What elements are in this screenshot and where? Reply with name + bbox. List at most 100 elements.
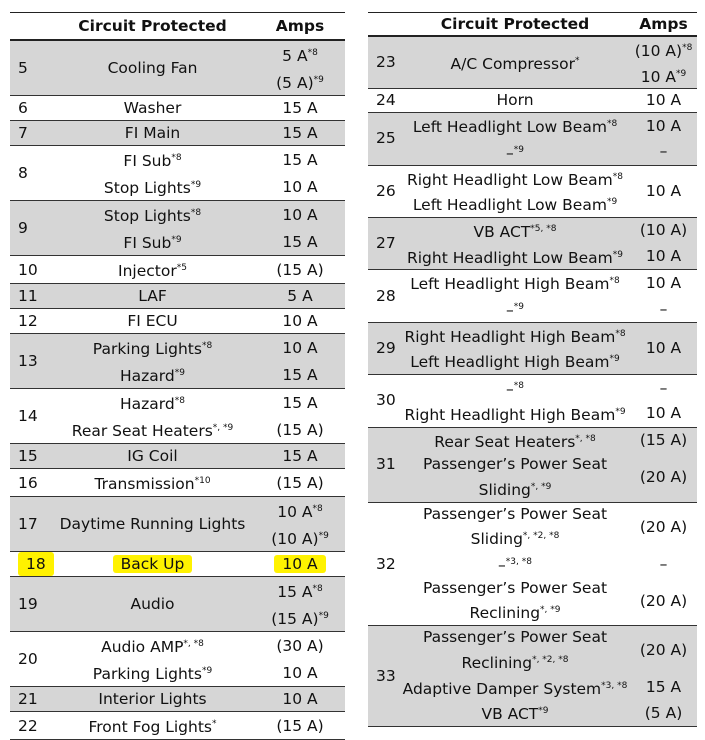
circuit-text: Passenger’s Power Seat — [422, 455, 608, 474]
circuit-cell: –*9 — [400, 296, 630, 322]
items: Right Headlight High Beam*8 Left Headligh… — [400, 323, 697, 374]
circuit-cell: FI Sub*8 — [50, 146, 255, 173]
footnote-ref: *9 — [612, 249, 623, 260]
footnote-ref: *8 — [609, 276, 620, 287]
amps-line: 15 A — [282, 121, 317, 145]
fuse-number-cell: 14 — [10, 389, 50, 443]
fuse-number: 33 — [376, 666, 396, 685]
circuit-item: Passenger’s Power Seat Reclining*, *2, *8… — [400, 626, 697, 674]
circuit-text: Stop Lights — [103, 207, 191, 225]
circuit-line: Passenger’s Power Seat — [423, 577, 607, 600]
items: Left Headlight Low Beam*8 10 A –*9– — [400, 113, 697, 164]
circuit-cell: Left Headlight High Beam*8 — [400, 270, 630, 296]
circuit-line: Parking Lights*8 — [93, 334, 212, 361]
fuse-number: 26 — [376, 181, 396, 200]
fuse-row: 7 FI Main 15 A — [10, 121, 345, 146]
items: Left Headlight High Beam*8 10 A –*9– — [400, 270, 697, 321]
footnote-ref: *9 — [318, 611, 329, 621]
amps-cell: 10 A — [255, 659, 345, 686]
fuse-number: 9 — [18, 219, 28, 237]
circuit-line: Stop Lights*9 — [104, 173, 201, 200]
circuit-item: FI Main 15 A — [50, 121, 345, 145]
footnote-ref: *, *8 — [183, 639, 204, 649]
circuit-item: Transmission*10 (15 A) — [50, 469, 345, 496]
fuse-row: 13 Parking Lights*8 10 A Hazard*9 15 A — [10, 334, 345, 389]
circuit-line: Rear Seat Heaters*, *8 — [434, 428, 596, 454]
circuit-text: FI ECU — [127, 312, 178, 330]
items: Parking Lights*8 10 A Hazard*9 15 A — [50, 334, 345, 388]
items: IG Coil 15 A — [50, 444, 345, 468]
circuit-line: VB ACT*5, *8 — [474, 218, 557, 244]
footnote-ref: *8 — [513, 381, 524, 392]
circuit-cell: Hazard*8 — [50, 389, 255, 416]
circuit-item: VB ACT*9 (5 A) — [400, 700, 697, 726]
circuit-line: Sliding*, *9 — [479, 476, 552, 502]
fuse-number: 22 — [18, 716, 38, 735]
circuit-line: VB ACT*9 — [481, 700, 548, 726]
amps-line: 10 A*9 — [641, 63, 687, 89]
fuse-number: 27 — [376, 234, 396, 253]
items: Injector*5 (15 A) — [50, 256, 345, 283]
circuit-text: – — [506, 301, 514, 320]
circuit-line: Right Headlight Low Beam*9 — [407, 244, 623, 270]
fuse-number-cell: 22 — [10, 712, 50, 739]
footnote-ref: *9 — [174, 368, 185, 378]
fuse-row: 28 Left Headlight High Beam*8 10 A –*9– — [368, 270, 697, 323]
amps-line: (5 A) — [645, 702, 683, 725]
footnote-ref: *9 — [201, 666, 213, 676]
fuse-row: 27 VB ACT*5, *8 (10 A) Right Headlight Low … — [368, 217, 697, 271]
footnote-ref: *9 — [676, 68, 687, 79]
amps-line: 15 A — [282, 391, 317, 415]
header-spacer — [368, 13, 400, 35]
amps-line: 10 A — [646, 337, 681, 360]
amps-line: 15 A — [282, 444, 317, 468]
circuit-cell: Audio — [50, 577, 255, 631]
circuit-line: Passenger’s Power Seat — [423, 626, 607, 649]
amps-line: (20 A) — [640, 590, 687, 613]
header-cell: Circuit Protected — [78, 17, 227, 35]
circuit-text: Back Up — [112, 555, 193, 573]
circuit-line: Passenger’s Power Seat — [423, 503, 607, 526]
circuit-cell: VB ACT*5, *8 — [400, 218, 630, 244]
circuit-cell: –*3, *8 — [400, 551, 630, 577]
circuit-text: Reclining — [461, 653, 533, 672]
circuit-cell: Rear Seat Heaters*, *8 — [400, 428, 630, 454]
footnote-ref: * — [574, 55, 580, 66]
amps-cell: (15 A) — [255, 469, 345, 496]
circuit-item: Rear Seat Heaters*, *9 (15 A) — [50, 416, 345, 443]
amps-cell: 10 A — [630, 401, 697, 427]
footnote-ref: *9 — [615, 406, 626, 417]
circuit-line: Right Headlight High Beam*8 — [404, 323, 625, 349]
amps-text: 10 A — [274, 555, 326, 573]
circuit-cell: Rear Seat Heaters*, *9 — [50, 416, 255, 443]
fuse-number: 30 — [376, 391, 396, 410]
amps-cell: (15 A) — [255, 712, 345, 739]
fuse-number-cell: 20 — [10, 632, 50, 686]
amps-text: 5 A — [287, 287, 313, 305]
circuit-line: Interior Lights — [98, 687, 206, 711]
fuse-number: 21 — [18, 690, 38, 708]
amps-cell: 15 A — [255, 121, 345, 145]
circuit-item: VB ACT*5, *8 (10 A) — [400, 218, 697, 244]
circuit-cell: Parking Lights*9 — [50, 659, 255, 686]
amps-cell: 10 A — [630, 323, 697, 374]
fuse-number-cell: 32 — [368, 503, 400, 626]
footnote-ref: *5, *8 — [530, 223, 557, 234]
circuit-item: Cooling Fan 5 A*8 (5 A)*9 — [50, 41, 345, 95]
amps-line: 15 A — [282, 96, 317, 120]
circuit-line: Left Headlight Low Beam*9 — [413, 191, 617, 217]
circuit-text: Cooling Fan — [107, 59, 198, 77]
circuit-cell: FI Sub*9 — [50, 228, 255, 255]
fuse-number: 6 — [18, 99, 28, 117]
amps-text: 5 A — [282, 47, 308, 65]
footnote-ref: *, *9 — [540, 605, 561, 616]
circuit-cell: FI Main — [50, 121, 255, 145]
fuse-number: 23 — [376, 53, 396, 72]
amps-cell: (20 A) — [630, 577, 697, 625]
amps-text: (15 A) — [276, 260, 324, 279]
circuit-item: Audio AMP*, *8 (30 A) — [50, 632, 345, 659]
circuit-item: Stop Lights*8 10 A — [50, 201, 345, 228]
amps-line: 10 A — [646, 89, 681, 112]
amps-cell: 10 A — [630, 113, 697, 139]
circuit-text: VB ACT — [481, 705, 539, 724]
